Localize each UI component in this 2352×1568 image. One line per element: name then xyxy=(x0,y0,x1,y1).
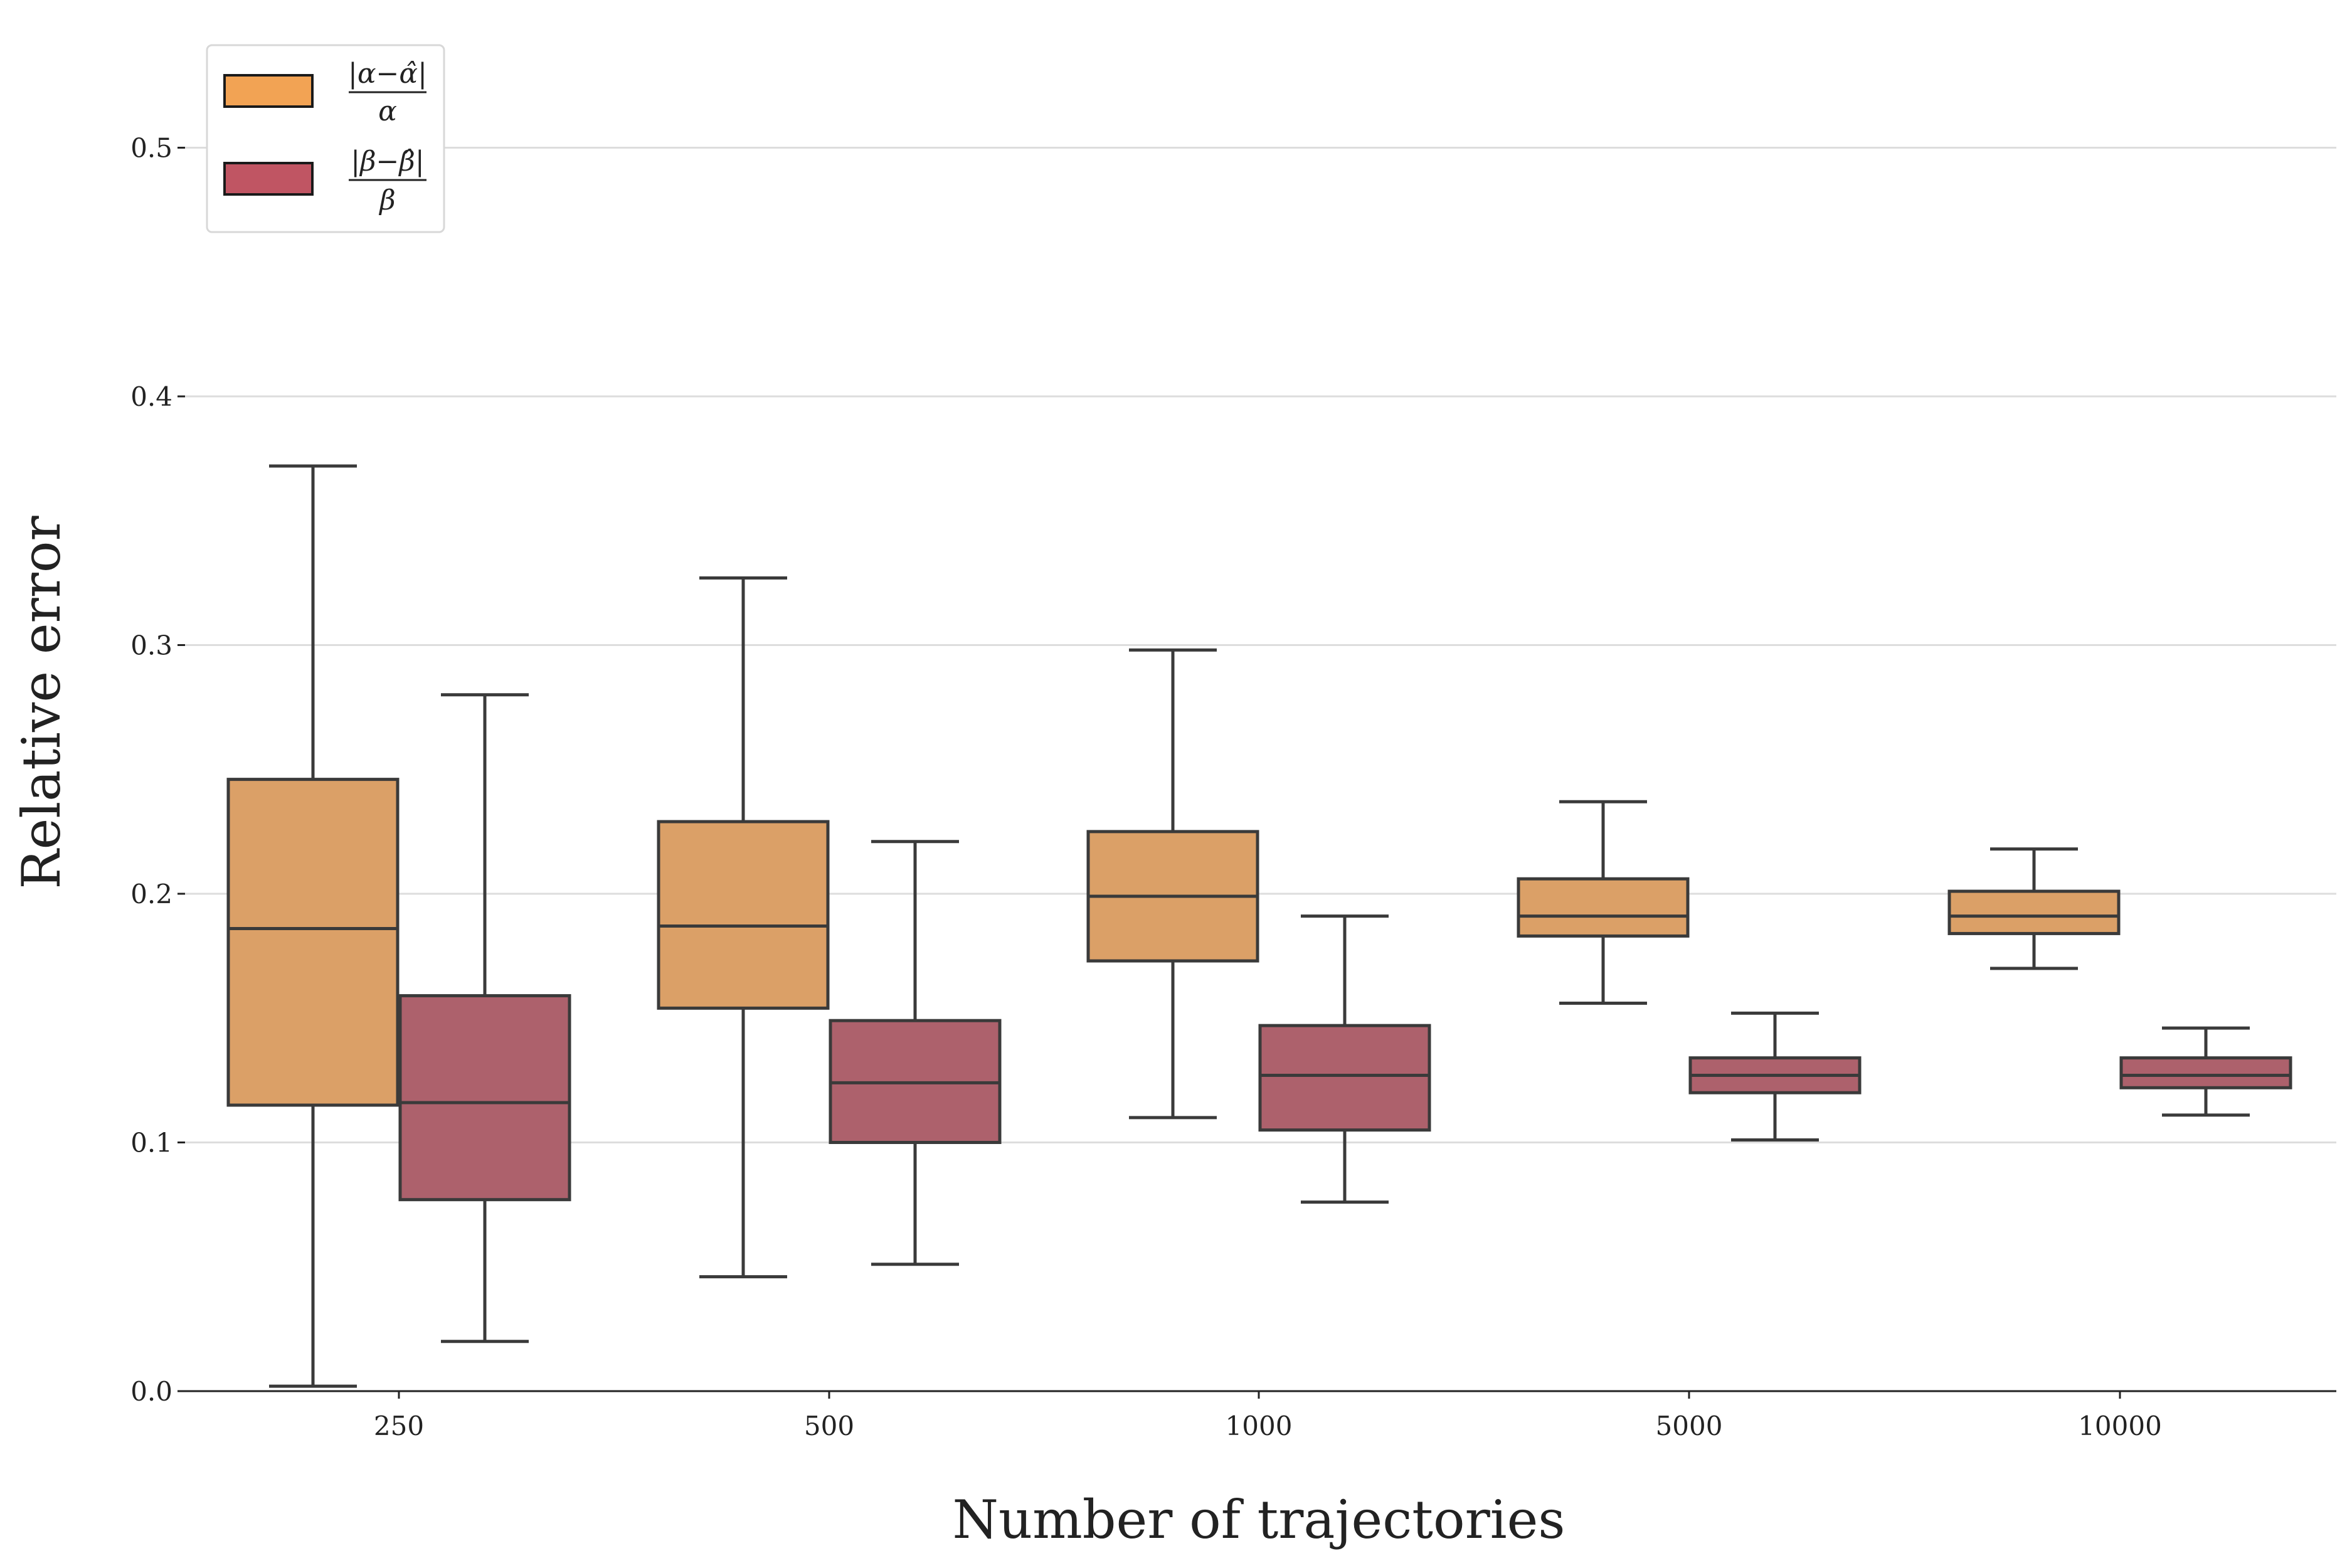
x-tick-label: 1000 xyxy=(1226,1411,1293,1441)
box-body xyxy=(1517,877,1690,938)
grid-lines xyxy=(185,147,2336,1143)
x-tick-label: 10000 xyxy=(2078,1411,2162,1441)
box-beta-250 xyxy=(398,693,571,1343)
y-tick-label: 0.2 xyxy=(130,879,172,909)
y-tick-label: 0.5 xyxy=(130,133,172,164)
x-axis-ticks: 250 500 1000 5000 10000 xyxy=(374,1391,2162,1441)
y-tick-label: 0.4 xyxy=(130,381,172,412)
box-series xyxy=(226,464,2292,1388)
y-axis-ticks: 0.0 0.1 0.2 0.3 0.4 0.5 xyxy=(130,133,185,1407)
box-alpha-250 xyxy=(226,464,400,1388)
x-tick-label: 5000 xyxy=(1656,1411,1723,1441)
box-body xyxy=(2119,1056,2292,1089)
x-tick-label: 250 xyxy=(374,1411,424,1441)
box-body xyxy=(1258,1024,1431,1132)
x-tick-label: 500 xyxy=(804,1411,854,1441)
box-body xyxy=(1947,889,2121,935)
box-beta-5000 xyxy=(1688,1011,1862,1142)
box-beta-1000 xyxy=(1258,914,1431,1204)
legend-label-alpha-denominator: α xyxy=(378,95,397,127)
legend: |α−α̂| α |β−β̂| β xyxy=(206,44,445,233)
box-alpha-500 xyxy=(657,576,830,1279)
box-body xyxy=(398,994,571,1202)
legend-swatch-beta xyxy=(223,162,314,196)
x-axis-title: Number of trajectories xyxy=(953,1489,1565,1550)
y-tick-label: 0.1 xyxy=(130,1128,172,1158)
box-alpha-5000 xyxy=(1517,800,1690,1005)
legend-label-beta-numerator: |β−β̂| xyxy=(351,146,424,177)
legend-swatch-alpha xyxy=(223,74,314,108)
box-alpha-1000 xyxy=(1086,648,1259,1120)
box-alpha-10000 xyxy=(1947,847,2121,970)
box-beta-10000 xyxy=(2119,1026,2292,1117)
legend-label-alpha-numerator: |α−α̂| xyxy=(348,58,427,90)
box-body xyxy=(657,820,830,1010)
legend-label-beta-denominator: β xyxy=(378,184,395,216)
box-beta-500 xyxy=(829,840,1002,1266)
y-axis-title: Relative error xyxy=(11,516,72,889)
y-tick-label: 0.3 xyxy=(130,630,172,661)
box-body xyxy=(226,778,400,1107)
y-tick-label: 0.0 xyxy=(130,1376,172,1407)
